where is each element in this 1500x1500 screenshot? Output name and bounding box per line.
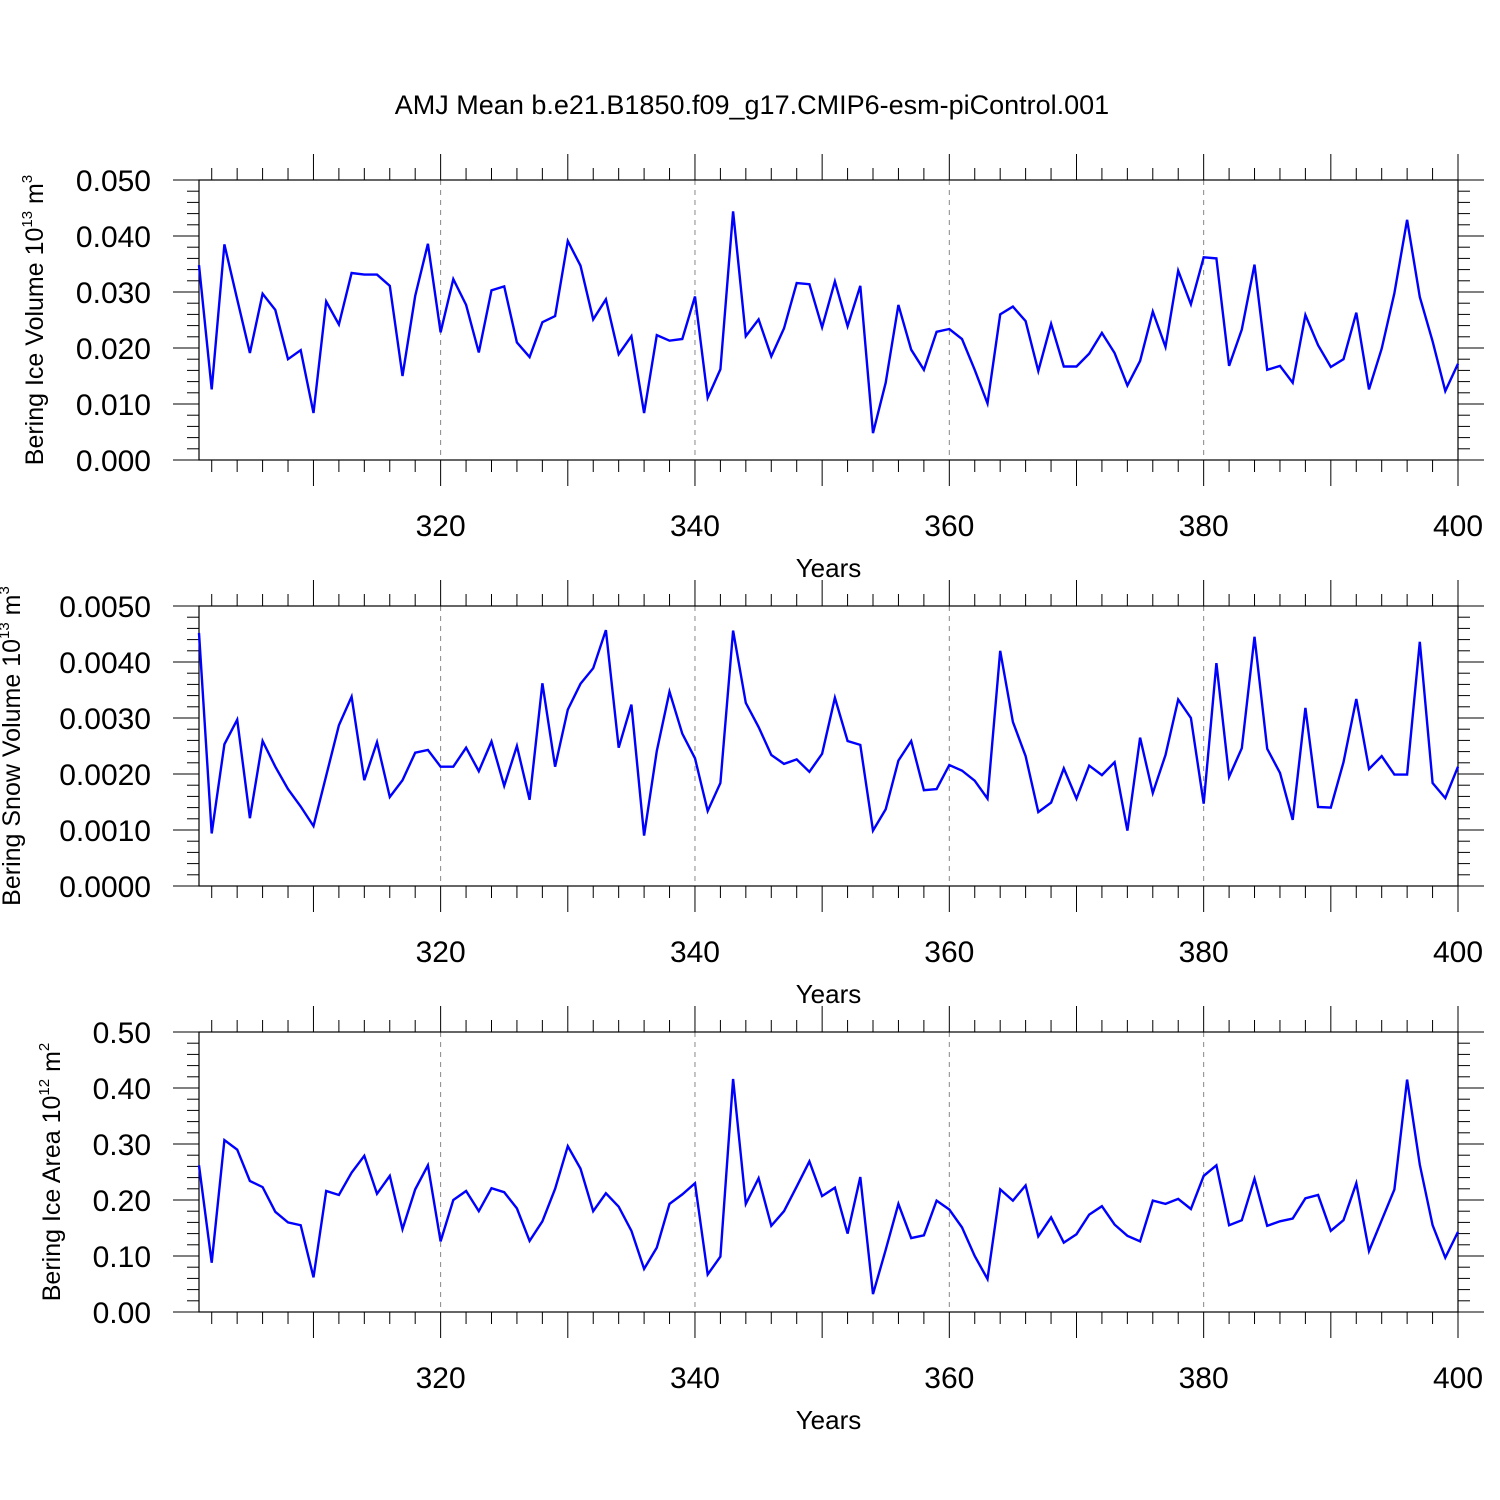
x-tick-label: 340 [670, 1362, 720, 1395]
x-tick-label: 340 [670, 936, 720, 969]
y-tick-label: 0.0010 [59, 815, 151, 848]
y-tick-label: 0.40 [93, 1073, 151, 1106]
plot-frame [198, 605, 1459, 887]
x-tick-label: 380 [1179, 510, 1229, 543]
y-tick-label: 0.040 [76, 221, 151, 254]
x-axis-label: Years [796, 979, 862, 1009]
chart-panel-1: 0.000 0.010 0.020 0.030 0.040 0.050 320 340 360 3… [19, 154, 1484, 583]
y-tick-label: 0.20 [93, 1185, 151, 1218]
y-tick-label: 0.010 [76, 389, 151, 422]
x-tick-label: 360 [924, 510, 974, 543]
series-line [197, 629, 1460, 836]
y-tick-label: 0.0000 [59, 871, 151, 904]
x-tick-label: 360 [924, 936, 974, 969]
x-tick-label: 400 [1433, 936, 1483, 969]
series-line [197, 211, 1460, 434]
y-tick-label: 0.030 [76, 277, 151, 310]
x-tick-label: 320 [416, 510, 466, 543]
y-tick-label: 0.020 [76, 333, 151, 366]
y-tick-label: 0.0020 [59, 759, 151, 792]
x-tick-label: 400 [1433, 1362, 1483, 1395]
y-tick-label: 0.000 [76, 445, 151, 478]
x-tick-label: 380 [1179, 1362, 1229, 1395]
y-tick-label: 0.0030 [59, 703, 151, 736]
y-tick-label: 0.0040 [59, 647, 151, 680]
x-tick-label: 320 [416, 1362, 466, 1395]
y-tick-label: 0.10 [93, 1241, 151, 1274]
chart-panel-3: 0.00 0.10 0.20 0.30 0.40 0.50 320 340 360 380 400 Y… [36, 1006, 1484, 1435]
x-tick-label: 320 [416, 936, 466, 969]
x-tick-label: 360 [924, 1362, 974, 1395]
y-tick-label: 0.50 [93, 1017, 151, 1050]
y-axis-label: Bering Ice Volume 1013 m3 [19, 175, 49, 465]
y-tick-label: 0.050 [76, 165, 151, 198]
chart-panel-2: 0.0000 0.0010 0.0020 0.0030 0.0040 0.0050 320 3… [0, 580, 1484, 1009]
x-tick-label: 340 [670, 510, 720, 543]
chart-title: AMJ Mean b.e21.B1850.f09_g17.CMIP6-esm-p… [395, 90, 1109, 120]
chart-panels: 0.000 0.010 0.020 0.030 0.040 0.050 320 340 360 3… [0, 154, 1484, 1435]
y-tick-label: 0.30 [93, 1129, 151, 1162]
x-tick-label: 380 [1179, 936, 1229, 969]
series-line [197, 1078, 1460, 1295]
y-tick-label: 0.0050 [59, 591, 151, 624]
x-axis-label: Years [796, 553, 862, 583]
x-axis-label: Years [796, 1405, 862, 1435]
x-tick-label: 400 [1433, 510, 1483, 543]
plot-frame [198, 179, 1459, 461]
y-tick-label: 0.00 [93, 1297, 151, 1330]
plot-frame [198, 1031, 1459, 1313]
y-axis-label: Bering Ice Area 1012 m2 [36, 1043, 66, 1302]
y-axis-label: Bering Snow Volume 1013 m3 [0, 586, 26, 906]
